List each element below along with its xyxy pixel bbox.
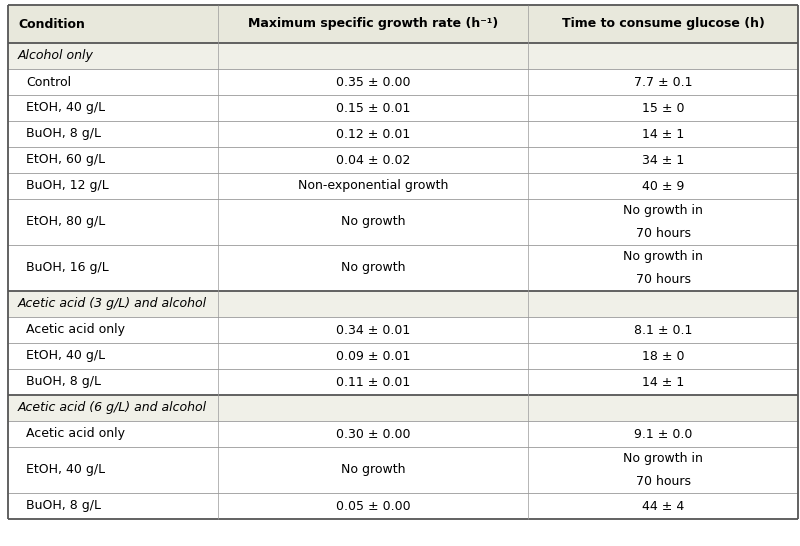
Text: Condition: Condition (18, 17, 85, 31)
Text: EtOH, 80 g/L: EtOH, 80 g/L (26, 216, 106, 228)
Text: 0.15 ± 0.01: 0.15 ± 0.01 (336, 102, 410, 115)
Text: 70 hours: 70 hours (635, 474, 690, 488)
Bar (8, 245, 798, 291)
Bar (8, 199, 798, 245)
Text: Acetic acid only: Acetic acid only (26, 428, 125, 441)
Text: 0.11 ± 0.01: 0.11 ± 0.01 (336, 376, 410, 389)
Text: 0.12 ± 0.01: 0.12 ± 0.01 (336, 128, 410, 140)
Text: No growth: No growth (341, 262, 406, 275)
Text: 7.7 ± 0.1: 7.7 ± 0.1 (634, 75, 692, 88)
Text: EtOH, 60 g/L: EtOH, 60 g/L (26, 153, 105, 167)
Bar (8, 369, 798, 395)
Text: BuOH, 8 g/L: BuOH, 8 g/L (26, 500, 101, 513)
Bar (8, 121, 798, 147)
Text: 0.09 ± 0.01: 0.09 ± 0.01 (336, 349, 410, 363)
Text: Acetic acid (3 g/L) and alcohol: Acetic acid (3 g/L) and alcohol (18, 298, 207, 311)
Text: 34 ± 1: 34 ± 1 (642, 153, 684, 167)
Bar (8, 343, 798, 369)
Text: Alcohol only: Alcohol only (18, 50, 94, 62)
Text: 18 ± 0: 18 ± 0 (642, 349, 684, 363)
Text: 0.34 ± 0.01: 0.34 ± 0.01 (336, 323, 410, 336)
Bar (8, 395, 798, 421)
Bar (8, 69, 798, 95)
Text: 0.30 ± 0.00: 0.30 ± 0.00 (336, 428, 410, 441)
Text: BuOH, 8 g/L: BuOH, 8 g/L (26, 376, 101, 389)
Text: 0.35 ± 0.00: 0.35 ± 0.00 (336, 75, 410, 88)
Text: BuOH, 12 g/L: BuOH, 12 g/L (26, 180, 109, 193)
Text: 9.1 ± 0.0: 9.1 ± 0.0 (634, 428, 692, 441)
Text: No growth: No growth (341, 216, 406, 228)
Text: 70 hours: 70 hours (635, 272, 690, 286)
Text: 40 ± 9: 40 ± 9 (642, 180, 684, 193)
Text: 44 ± 4: 44 ± 4 (642, 500, 684, 513)
Text: No growth in: No growth in (623, 251, 703, 264)
Text: No growth in: No growth in (623, 453, 703, 465)
Bar (8, 147, 798, 173)
Text: 15 ± 0: 15 ± 0 (642, 102, 684, 115)
Text: Control: Control (26, 75, 71, 88)
Text: BuOH, 16 g/L: BuOH, 16 g/L (26, 262, 109, 275)
Text: Time to consume glucose (h): Time to consume glucose (h) (562, 17, 765, 31)
Bar (8, 5, 798, 43)
Text: 0.05 ± 0.00: 0.05 ± 0.00 (336, 500, 410, 513)
Bar (8, 317, 798, 343)
Bar (8, 493, 798, 519)
Text: 14 ± 1: 14 ± 1 (642, 128, 684, 140)
Text: 0.04 ± 0.02: 0.04 ± 0.02 (336, 153, 410, 167)
Text: Maximum specific growth rate (h⁻¹): Maximum specific growth rate (h⁻¹) (248, 17, 498, 31)
Text: EtOH, 40 g/L: EtOH, 40 g/L (26, 464, 105, 477)
Text: 8.1 ± 0.1: 8.1 ± 0.1 (634, 323, 692, 336)
Text: EtOH, 40 g/L: EtOH, 40 g/L (26, 349, 105, 363)
Text: BuOH, 8 g/L: BuOH, 8 g/L (26, 128, 101, 140)
Bar (8, 43, 798, 69)
Text: Acetic acid only: Acetic acid only (26, 323, 125, 336)
Bar (8, 291, 798, 317)
Text: 70 hours: 70 hours (635, 227, 690, 240)
Text: Non-exponential growth: Non-exponential growth (298, 180, 448, 193)
Text: 14 ± 1: 14 ± 1 (642, 376, 684, 389)
Text: No growth in: No growth in (623, 204, 703, 217)
Bar (8, 447, 798, 493)
Bar (8, 421, 798, 447)
Text: EtOH, 40 g/L: EtOH, 40 g/L (26, 102, 105, 115)
Bar (8, 173, 798, 199)
Bar (8, 95, 798, 121)
Text: Acetic acid (6 g/L) and alcohol: Acetic acid (6 g/L) and alcohol (18, 401, 207, 414)
Text: No growth: No growth (341, 464, 406, 477)
